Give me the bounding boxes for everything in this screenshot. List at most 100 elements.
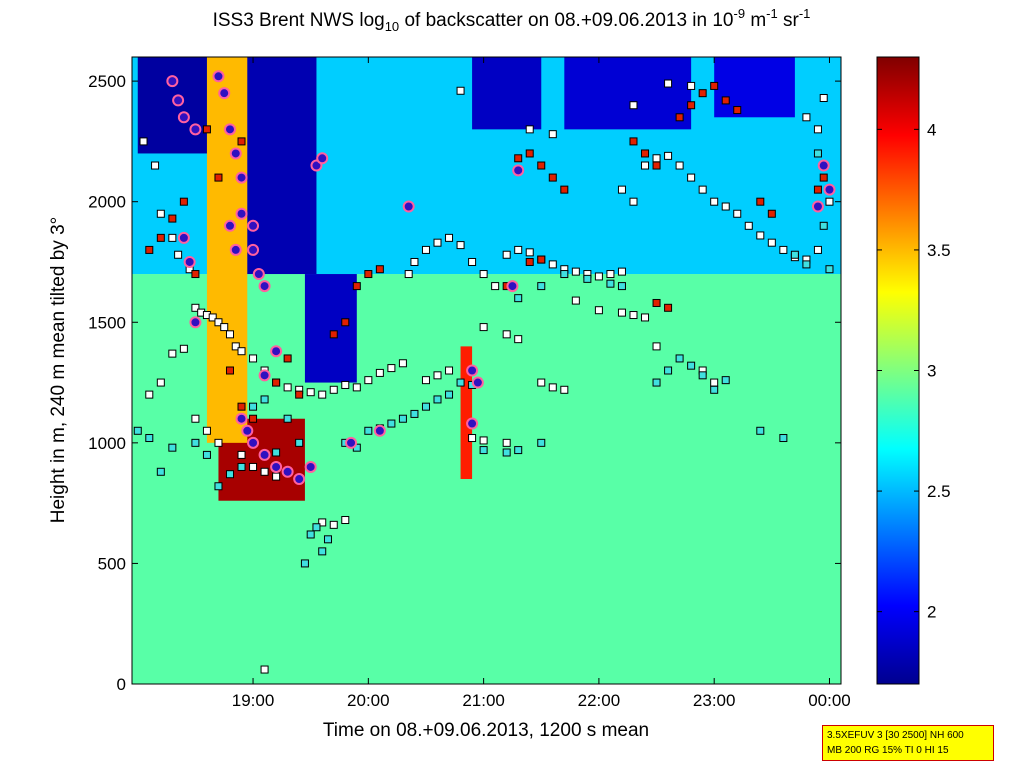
data-point [756, 197, 765, 206]
data-point [229, 243, 242, 256]
colorbar-tick-label: 3 [927, 362, 936, 381]
data-point [156, 467, 165, 476]
data-point [629, 197, 638, 206]
data-point [811, 200, 824, 213]
data-point [537, 161, 546, 170]
data-point [168, 233, 177, 242]
data-point [421, 245, 430, 254]
data-point [548, 130, 557, 139]
data-point [258, 369, 271, 382]
data-point [183, 255, 196, 268]
y-tick-label: 0 [117, 675, 126, 694]
data-point [594, 272, 603, 281]
data-point [514, 245, 523, 254]
data-point [237, 462, 246, 471]
data-point [514, 446, 523, 455]
data-point [479, 436, 488, 445]
data-point [202, 426, 211, 435]
purple-circle-series [166, 70, 836, 486]
data-point [512, 164, 525, 177]
y-tick-label: 2500 [88, 72, 126, 91]
data-point [813, 149, 822, 158]
data-point [249, 414, 258, 423]
data-point [825, 197, 834, 206]
data-point [525, 149, 534, 158]
data-point [502, 438, 511, 447]
data-point [345, 436, 358, 449]
data-point [387, 364, 396, 373]
colorbar-gradient [876, 56, 920, 685]
data-point [560, 185, 569, 194]
plot-area [131, 56, 842, 685]
data-point [629, 101, 638, 110]
data-point [323, 535, 332, 544]
data-point [410, 409, 419, 418]
data-point [468, 434, 477, 443]
data-point [270, 345, 283, 358]
data-point [247, 243, 260, 256]
data-point [235, 412, 248, 425]
white-square-series [139, 79, 834, 674]
data-point [687, 101, 696, 110]
y-tick-label: 2000 [88, 193, 126, 212]
data-point [398, 414, 407, 423]
colorbar-tick-label: 2.5 [927, 482, 951, 501]
data-point [710, 378, 719, 387]
data-point [617, 308, 626, 317]
data-point [652, 342, 661, 351]
x-axis: 19:00 20:00 21:00 22:00 23:00 00:00 [232, 57, 851, 710]
data-point [225, 366, 234, 375]
data-point [329, 520, 338, 529]
data-point [652, 298, 661, 307]
data-point [156, 209, 165, 218]
data-point [710, 197, 719, 206]
data-point [223, 123, 236, 136]
data-point [514, 335, 523, 344]
data-point [189, 123, 202, 136]
data-point [819, 221, 828, 230]
data-point [819, 173, 828, 182]
info-line-1: 3.5XEFUV 3 [30 2500] NH 600 [827, 730, 964, 741]
data-point [191, 270, 200, 279]
data-point [133, 426, 142, 435]
colorbar: 2 2.5 3 3.5 4 [876, 56, 951, 685]
data-point [698, 89, 707, 98]
data-point [281, 465, 294, 478]
data-point [364, 270, 373, 279]
data-point [606, 270, 615, 279]
data-point [664, 366, 673, 375]
plot-frame [131, 56, 842, 685]
data-point [341, 380, 350, 389]
data-point [237, 450, 246, 459]
data-point [191, 414, 200, 423]
data-point [283, 414, 292, 423]
data-point [767, 209, 776, 218]
data-point [177, 111, 190, 124]
data-point [687, 361, 696, 370]
data-point [813, 125, 822, 134]
data-point [525, 125, 534, 134]
data-point [721, 376, 730, 385]
data-point [825, 265, 834, 274]
data-point [237, 347, 246, 356]
data-point [606, 279, 615, 288]
data-point [237, 402, 246, 411]
data-point [318, 518, 327, 527]
data-point [698, 371, 707, 380]
data-point [652, 378, 661, 387]
data-point [721, 202, 730, 211]
data-point [514, 154, 523, 163]
info-box: 3.5XEFUV 3 [30 2500] NH 600 MB 200 RG 15… [822, 725, 994, 761]
data-point [329, 385, 338, 394]
data-point [817, 159, 830, 172]
data-point [191, 303, 200, 312]
data-point [208, 313, 217, 322]
data-point [316, 152, 329, 165]
colorbar-tick-label: 4 [927, 120, 936, 139]
data-point [398, 359, 407, 368]
data-point [214, 173, 223, 182]
data-point [548, 383, 557, 392]
heatmap-cell [714, 57, 795, 118]
data-point [260, 467, 269, 476]
data-point [373, 424, 386, 437]
